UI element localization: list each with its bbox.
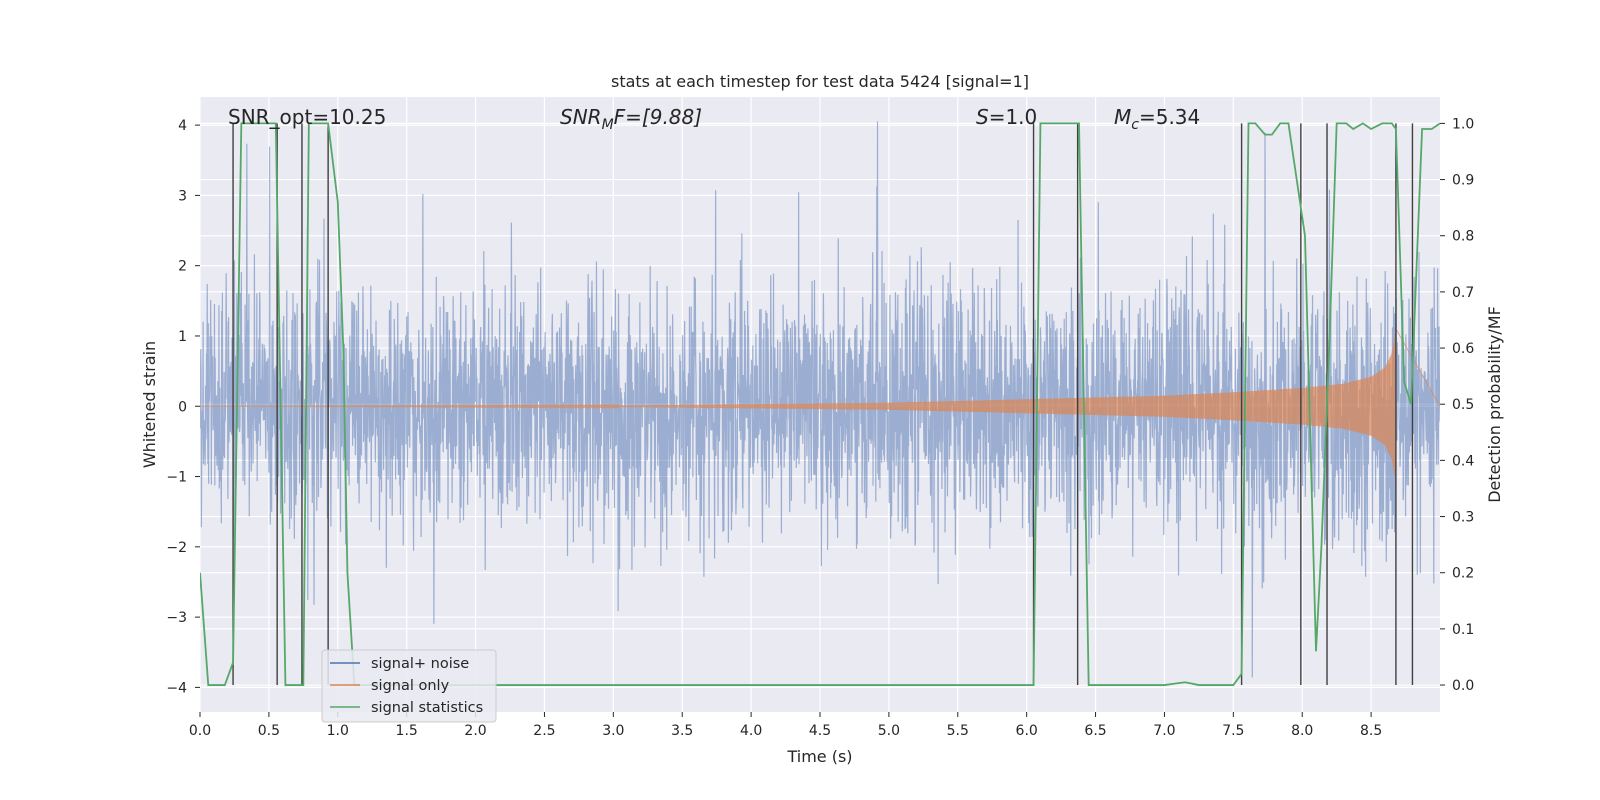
x-tick-label: 8.0 — [1291, 723, 1313, 739]
annotation-s-suffix: =1.0 — [989, 105, 1038, 129]
x-tick-label: 8.5 — [1360, 723, 1382, 739]
x-tick-label: 6.0 — [1016, 723, 1038, 739]
y-axis-right-label: Detection probability/MF — [1485, 306, 1504, 503]
y-tick-label-left: −3 — [166, 610, 187, 626]
annotation-snr-mf-prefix: SNR — [560, 105, 602, 129]
y-tick-label-right: 0.4 — [1452, 453, 1474, 469]
x-tick-label: 6.5 — [1084, 723, 1106, 739]
y-tick-label-right: 0.8 — [1452, 229, 1474, 245]
x-tick-label: 2.5 — [533, 723, 555, 739]
y-tick-label-left: 1 — [178, 329, 187, 345]
y-tick-label-right: 0.6 — [1452, 341, 1474, 357]
y-tick-label-right: 0.2 — [1452, 566, 1474, 582]
annotation-mc-suffix: =5.34 — [1139, 105, 1200, 129]
annotation-mc: Mc=5.34 — [1114, 105, 1200, 133]
x-tick-label: 7.5 — [1222, 723, 1244, 739]
y-axis-left-label: Whitened strain — [140, 341, 159, 468]
legend: signal+ noise signal only signal statist… — [321, 649, 497, 723]
annotation-s: S=1.0 — [976, 105, 1037, 129]
axes: 0.0 0.5 1.0 1.5 2.0 2.5 3.0 3.5 4.0 4.5 5.0 5.5 6.0 6… — [166, 116, 1474, 739]
y-tick-label-right: 0.1 — [1452, 622, 1474, 638]
x-tick-label: 1.0 — [327, 723, 349, 739]
legend-label-signal-noise: signal+ noise — [371, 656, 469, 672]
legend-box — [321, 649, 497, 723]
y-tick-label-left: 4 — [178, 118, 187, 134]
x-tick-label: 5.5 — [947, 723, 969, 739]
annotation-mc-sub: c — [1131, 117, 1139, 133]
y-tick-label-left: −2 — [166, 540, 187, 556]
annotation-snr-mf: SNRMF=[9.88] — [560, 105, 702, 133]
x-tick-label: 4.5 — [809, 723, 831, 739]
series-signal-statistics-line — [200, 122, 1440, 686]
y-tick-label-right: 0.0 — [1452, 678, 1474, 694]
legend-label-signal-only: signal only — [371, 678, 450, 694]
x-tick-label: 0.5 — [258, 723, 280, 739]
annotation-snr-mf-sub: M — [602, 117, 614, 133]
x-tick-label: 3.5 — [671, 723, 693, 739]
x-tick-label: 1.5 — [396, 723, 418, 739]
y-tick-label-right: 1.0 — [1452, 116, 1474, 132]
series-signal-noise-line — [200, 121, 1440, 678]
x-tick-label: 0.0 — [189, 723, 211, 739]
y-tick-label-left: 2 — [178, 259, 187, 275]
annotation-s-prefix: S — [976, 105, 989, 129]
x-tick-label: 2.0 — [464, 723, 486, 739]
annotation-snr-opt: SNR_opt=10.25 — [228, 105, 386, 129]
y-tick-label-left: −1 — [166, 470, 187, 486]
x-axis-label: Time (s) — [786, 747, 852, 766]
y-tick-label-left: −4 — [166, 680, 187, 696]
chart-title: stats at each timestep for test data 542… — [611, 72, 1029, 91]
x-tick-label: 4.0 — [740, 723, 762, 739]
legend-label-signal-statistics: signal statistics — [371, 700, 483, 716]
y-tick-label-left: 3 — [178, 188, 187, 204]
x-tick-label: 5.0 — [878, 723, 900, 739]
y-tick-label-right: 0.9 — [1452, 173, 1474, 189]
data-layer — [200, 121, 1440, 686]
y-tick-label-right: 0.3 — [1452, 510, 1474, 526]
y-tick-label-right: 0.7 — [1452, 285, 1474, 301]
x-tick-label: 3.0 — [602, 723, 624, 739]
series-signal-only-line — [200, 327, 1440, 482]
annotation-mc-prefix: M — [1114, 105, 1131, 129]
x-tick-label: 7.0 — [1153, 723, 1175, 739]
y-tick-label-left: 0 — [178, 399, 187, 415]
y-tick-label-right: 0.5 — [1452, 397, 1474, 413]
annotation-snr-mf-suffix: F=[9.88] — [614, 105, 702, 129]
